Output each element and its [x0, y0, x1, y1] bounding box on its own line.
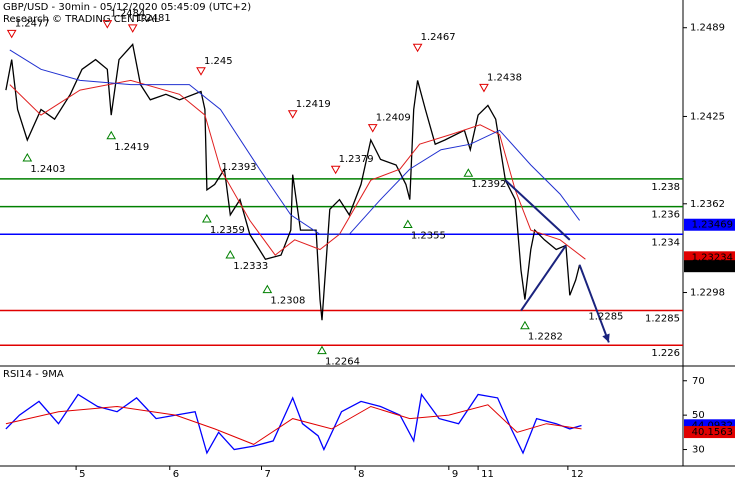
low-marker	[402, 219, 413, 228]
rsi-tick-label: 70	[692, 376, 705, 387]
high-label: 1.2484	[110, 9, 145, 20]
value-box-label: 1.23234	[692, 252, 733, 263]
x-tick-label: 8	[358, 469, 364, 480]
series-rsi-ma	[5, 404, 582, 445]
low-label: 1.2333	[233, 261, 268, 272]
trendline	[578, 264, 610, 343]
low-label: 1.2282	[528, 332, 563, 343]
chart-title: GBP/USD - 30min - 05/12/2020 05:45:09 (U…	[3, 2, 251, 13]
high-label: 1.2419	[296, 99, 331, 110]
value-box-label: 40.1563	[692, 427, 733, 438]
high-marker	[367, 124, 378, 133]
high-label: 1.245	[204, 56, 233, 67]
low-marker	[225, 249, 236, 259]
low-marker	[520, 320, 530, 330]
high-marker	[196, 67, 206, 76]
x-tick-label: 9	[452, 469, 458, 480]
value-box	[684, 426, 735, 439]
rsi-tick-label: 30	[692, 445, 705, 456]
y-tick-label: 1.2362	[690, 199, 725, 210]
low-marker	[463, 168, 474, 177]
low-marker	[106, 130, 117, 140]
level-label: 1.2285	[645, 314, 680, 325]
x-tick-label: 7	[264, 469, 270, 480]
rsi-title: RSI14 - 9MA	[3, 369, 64, 380]
low-marker	[201, 213, 212, 223]
high-label: 1.2409	[376, 113, 411, 124]
high-marker	[102, 20, 113, 29]
low-label: 1.2308	[270, 296, 305, 307]
y-tick-label: 1.2425	[690, 111, 725, 122]
high-marker	[479, 83, 489, 93]
high-marker	[412, 43, 423, 53]
rsi-tick-label: 50	[692, 410, 705, 421]
low-label: 1.2392	[471, 179, 506, 190]
low-label: 1.2419	[114, 142, 149, 153]
arrow-head	[602, 333, 610, 343]
y-tick-label: 1.2489	[690, 23, 725, 34]
high-marker	[287, 110, 298, 119]
x-tick-label: 6	[173, 469, 179, 480]
value-box	[684, 218, 735, 231]
price-label: 1.2393	[222, 162, 257, 173]
x-tick-label: 11	[481, 469, 494, 480]
series-rsi	[5, 392, 582, 455]
high-label: 1.2481	[136, 13, 171, 24]
high-label: 1.2379	[339, 154, 374, 165]
low-label: 1.2264	[325, 357, 360, 368]
value-box-label: 44.0932	[692, 420, 733, 431]
low-label: 1.2359	[210, 225, 245, 236]
chart-subtitle: Research © TRADING CENTRAL	[3, 14, 160, 25]
low-marker	[317, 345, 327, 355]
x-tick-label: 5	[79, 469, 85, 480]
value-box-label: 1.2317	[698, 261, 733, 272]
value-box	[684, 260, 735, 273]
low-marker	[262, 284, 273, 294]
high-label: 1.2477	[15, 18, 50, 29]
value-box	[684, 251, 735, 264]
high-label: 1.2438	[487, 72, 522, 83]
series-price	[5, 42, 581, 321]
series-ma-fast	[9, 79, 586, 260]
series-ma-slow	[9, 49, 581, 235]
trendline	[520, 244, 567, 312]
low-marker	[22, 152, 33, 162]
high-marker	[6, 29, 17, 39]
price-label: 1.2285	[588, 312, 623, 323]
x-tick-label: 12	[571, 469, 584, 480]
level-label: 1.234	[651, 237, 680, 248]
y-tick-label: 1.2298	[690, 288, 725, 299]
high-marker	[330, 165, 341, 175]
high-marker	[127, 24, 138, 33]
value-box-label: 1.23469	[692, 220, 733, 231]
low-label: 1.2403	[30, 164, 65, 175]
high-label: 1.2467	[421, 32, 456, 43]
trendline	[504, 179, 571, 241]
level-label: 1.226	[651, 348, 680, 359]
level-label: 1.236	[651, 210, 680, 221]
low-label: 1.2355	[411, 231, 446, 242]
level-label: 1.238	[651, 182, 680, 193]
